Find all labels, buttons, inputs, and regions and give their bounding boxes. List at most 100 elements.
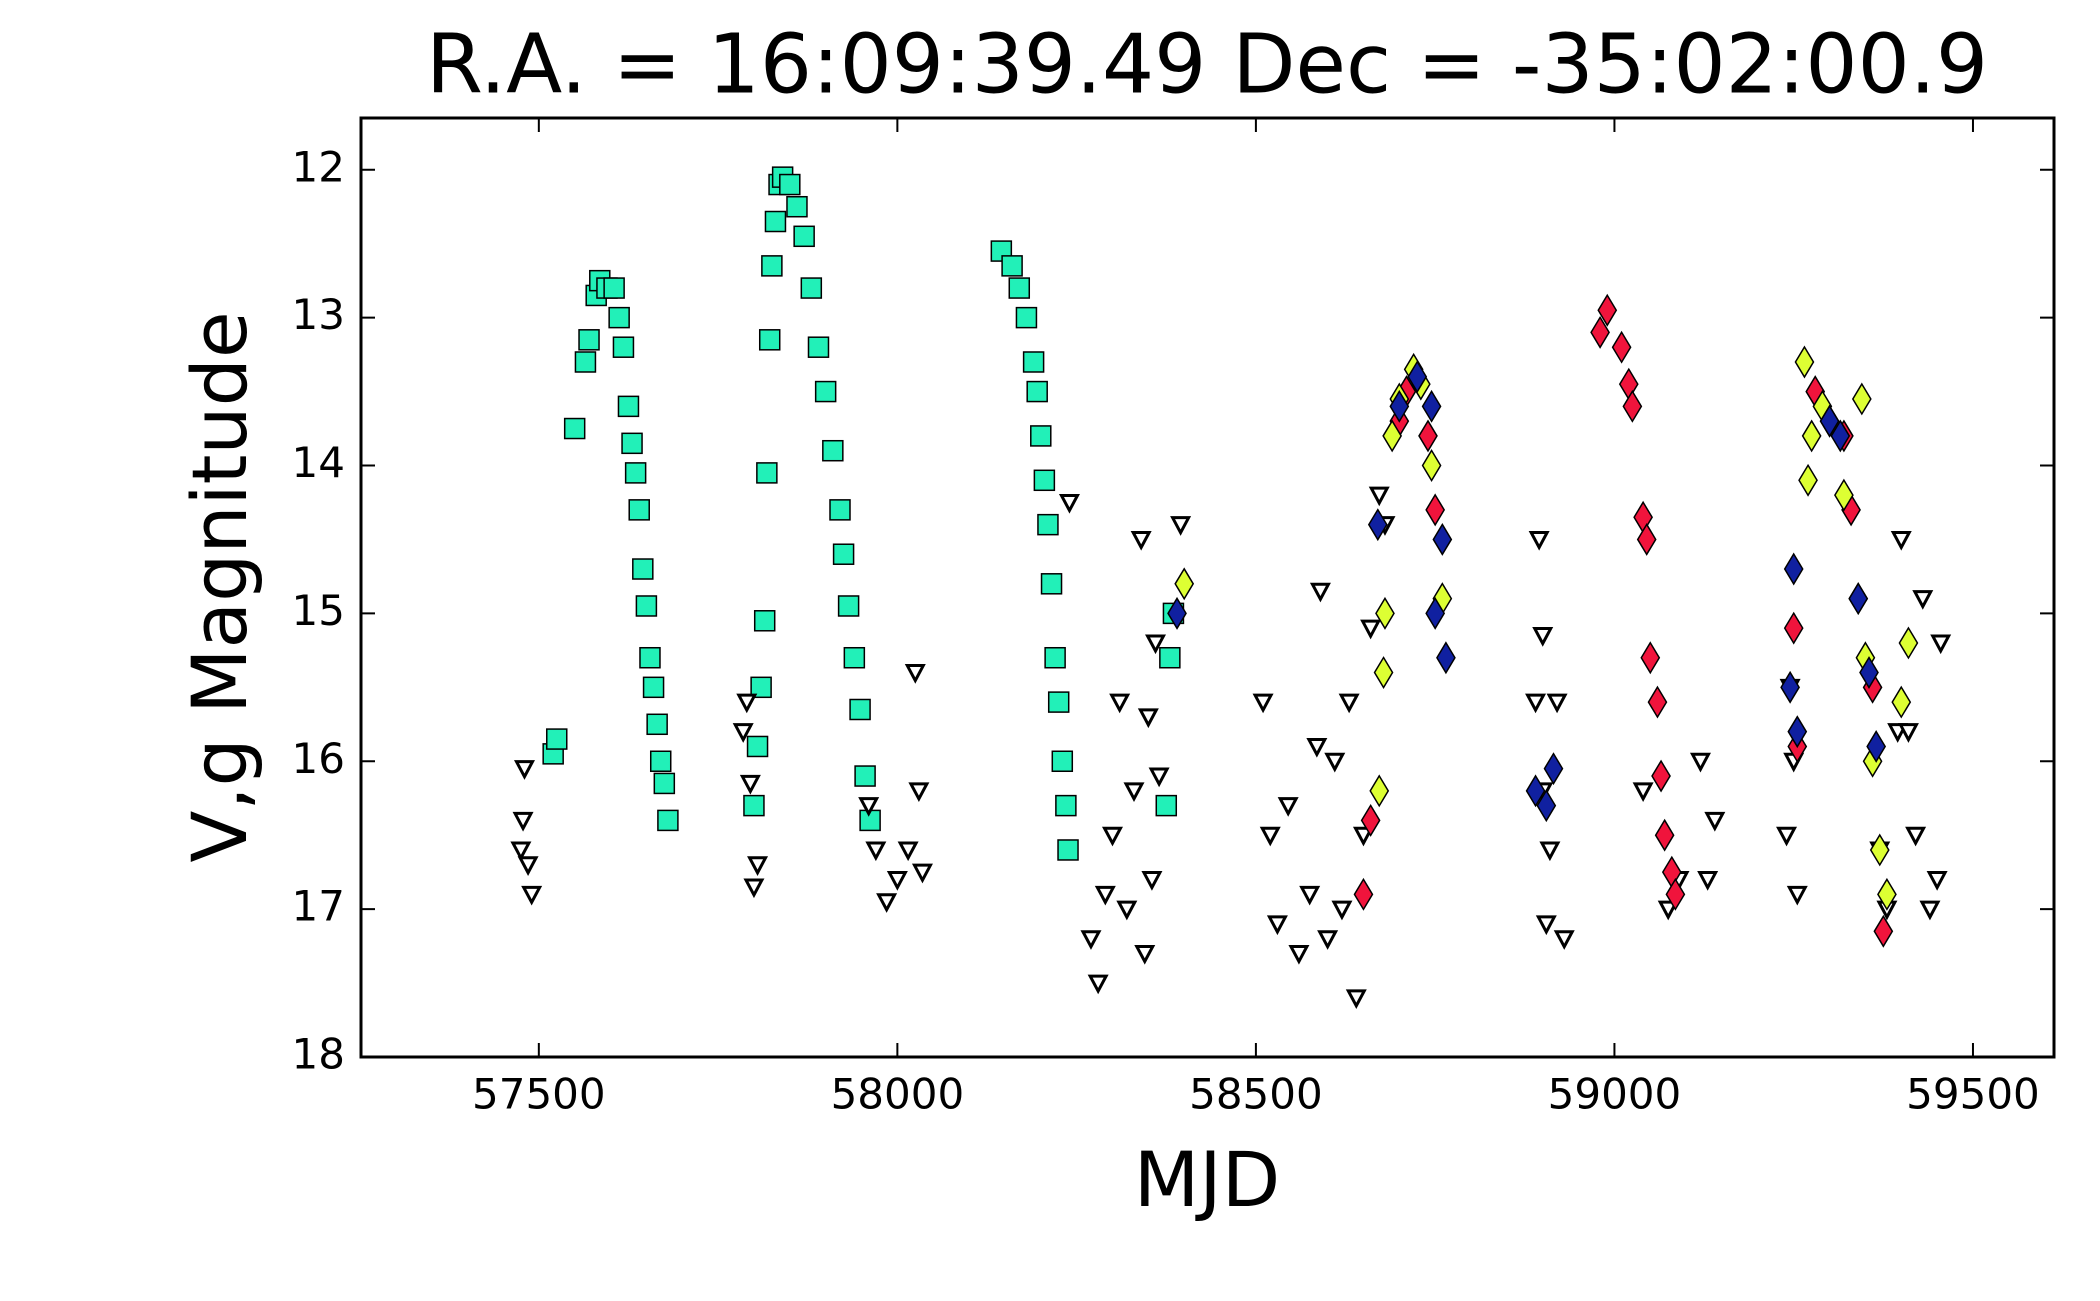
data-point bbox=[1640, 641, 1661, 675]
data-point bbox=[512, 811, 534, 832]
data-point bbox=[1421, 389, 1442, 423]
data-point bbox=[1830, 419, 1851, 453]
data-point bbox=[1905, 826, 1927, 847]
data-point bbox=[1352, 826, 1374, 847]
y-tick-label: 13 bbox=[292, 290, 345, 339]
data-point bbox=[1543, 752, 1564, 786]
data-point bbox=[807, 336, 830, 358]
data-point bbox=[1539, 841, 1561, 862]
data-point bbox=[1436, 641, 1456, 675]
data-point bbox=[1873, 914, 1894, 948]
data-point bbox=[1373, 656, 1394, 689]
x-tick-label: 57500 bbox=[472, 1070, 606, 1119]
data-point bbox=[1080, 930, 1102, 950]
data-point bbox=[1277, 797, 1299, 817]
data-point bbox=[1137, 708, 1159, 729]
data-point bbox=[1368, 486, 1390, 507]
data-point bbox=[1155, 794, 1178, 817]
data-point bbox=[1047, 691, 1070, 713]
data-point bbox=[1015, 306, 1038, 329]
data-point bbox=[1145, 634, 1167, 655]
data-point bbox=[1697, 871, 1719, 891]
data-point bbox=[1033, 469, 1056, 492]
data-point bbox=[563, 417, 586, 440]
data-point bbox=[1528, 530, 1550, 551]
data-point bbox=[649, 750, 672, 773]
data-point bbox=[1912, 590, 1934, 610]
data-point bbox=[639, 646, 661, 669]
data-point bbox=[1859, 656, 1879, 689]
data-point bbox=[1798, 463, 1818, 497]
data-point bbox=[1848, 582, 1869, 616]
data-point bbox=[608, 306, 630, 329]
data-point bbox=[858, 797, 880, 817]
data-point bbox=[1101, 826, 1123, 847]
data-point bbox=[1026, 380, 1048, 403]
data-point bbox=[1869, 833, 1890, 867]
data-point bbox=[657, 809, 679, 832]
data-point bbox=[793, 225, 815, 248]
data-point bbox=[621, 432, 643, 455]
data-point bbox=[1148, 767, 1170, 788]
data-point bbox=[1535, 915, 1557, 936]
data-point bbox=[546, 728, 568, 750]
data-point bbox=[837, 595, 860, 617]
data-point bbox=[1266, 915, 1288, 936]
data-point bbox=[574, 351, 597, 373]
data-point bbox=[756, 462, 778, 484]
data-point bbox=[1851, 382, 1872, 416]
data-point bbox=[578, 329, 600, 351]
data-point bbox=[1919, 900, 1941, 921]
data-point bbox=[1783, 552, 1804, 586]
data-point bbox=[1597, 293, 1618, 327]
plot-area bbox=[510, 166, 1952, 1010]
data-point bbox=[1094, 885, 1116, 906]
data-point bbox=[849, 698, 871, 721]
data-point bbox=[1553, 930, 1575, 950]
data-point bbox=[603, 277, 625, 299]
data-point bbox=[746, 735, 769, 758]
data-point bbox=[814, 380, 837, 403]
data-point bbox=[1651, 759, 1671, 793]
data-point bbox=[1866, 730, 1887, 763]
data-point bbox=[753, 610, 776, 632]
data-point bbox=[1834, 478, 1854, 512]
data-point bbox=[653, 772, 676, 795]
data-point bbox=[517, 856, 539, 876]
data-point bbox=[1141, 871, 1163, 891]
data-point bbox=[1632, 782, 1654, 803]
data-point bbox=[1055, 794, 1077, 817]
data-point bbox=[1525, 774, 1546, 808]
data-point bbox=[1058, 493, 1080, 514]
data-point bbox=[1783, 611, 1804, 645]
data-point bbox=[1044, 646, 1066, 669]
data-point bbox=[1786, 885, 1808, 906]
data-point bbox=[1087, 974, 1109, 995]
data-point bbox=[1590, 315, 1610, 349]
data-point bbox=[1536, 789, 1557, 823]
data-point bbox=[1001, 255, 1023, 277]
data-point bbox=[876, 893, 898, 913]
data-point bbox=[832, 543, 855, 565]
x-tick-label: 59000 bbox=[1548, 1070, 1682, 1119]
data-point bbox=[822, 439, 844, 462]
data-point bbox=[1898, 626, 1919, 660]
data-point bbox=[1259, 826, 1281, 847]
data-point bbox=[1525, 693, 1547, 714]
data-point bbox=[628, 499, 650, 521]
data-point bbox=[1345, 989, 1367, 1010]
data-point bbox=[897, 841, 919, 862]
data-point bbox=[1647, 685, 1668, 719]
data-point bbox=[1123, 782, 1145, 803]
data-point bbox=[1389, 389, 1410, 423]
data-point bbox=[1252, 693, 1274, 714]
y-tick-label: 17 bbox=[292, 882, 345, 931]
data-point bbox=[1546, 693, 1568, 714]
data-point bbox=[1794, 345, 1815, 379]
data-point bbox=[1801, 419, 1822, 453]
data-point bbox=[1367, 508, 1388, 542]
data-point bbox=[904, 664, 926, 684]
data-point bbox=[510, 841, 532, 862]
data-point bbox=[1780, 670, 1800, 704]
